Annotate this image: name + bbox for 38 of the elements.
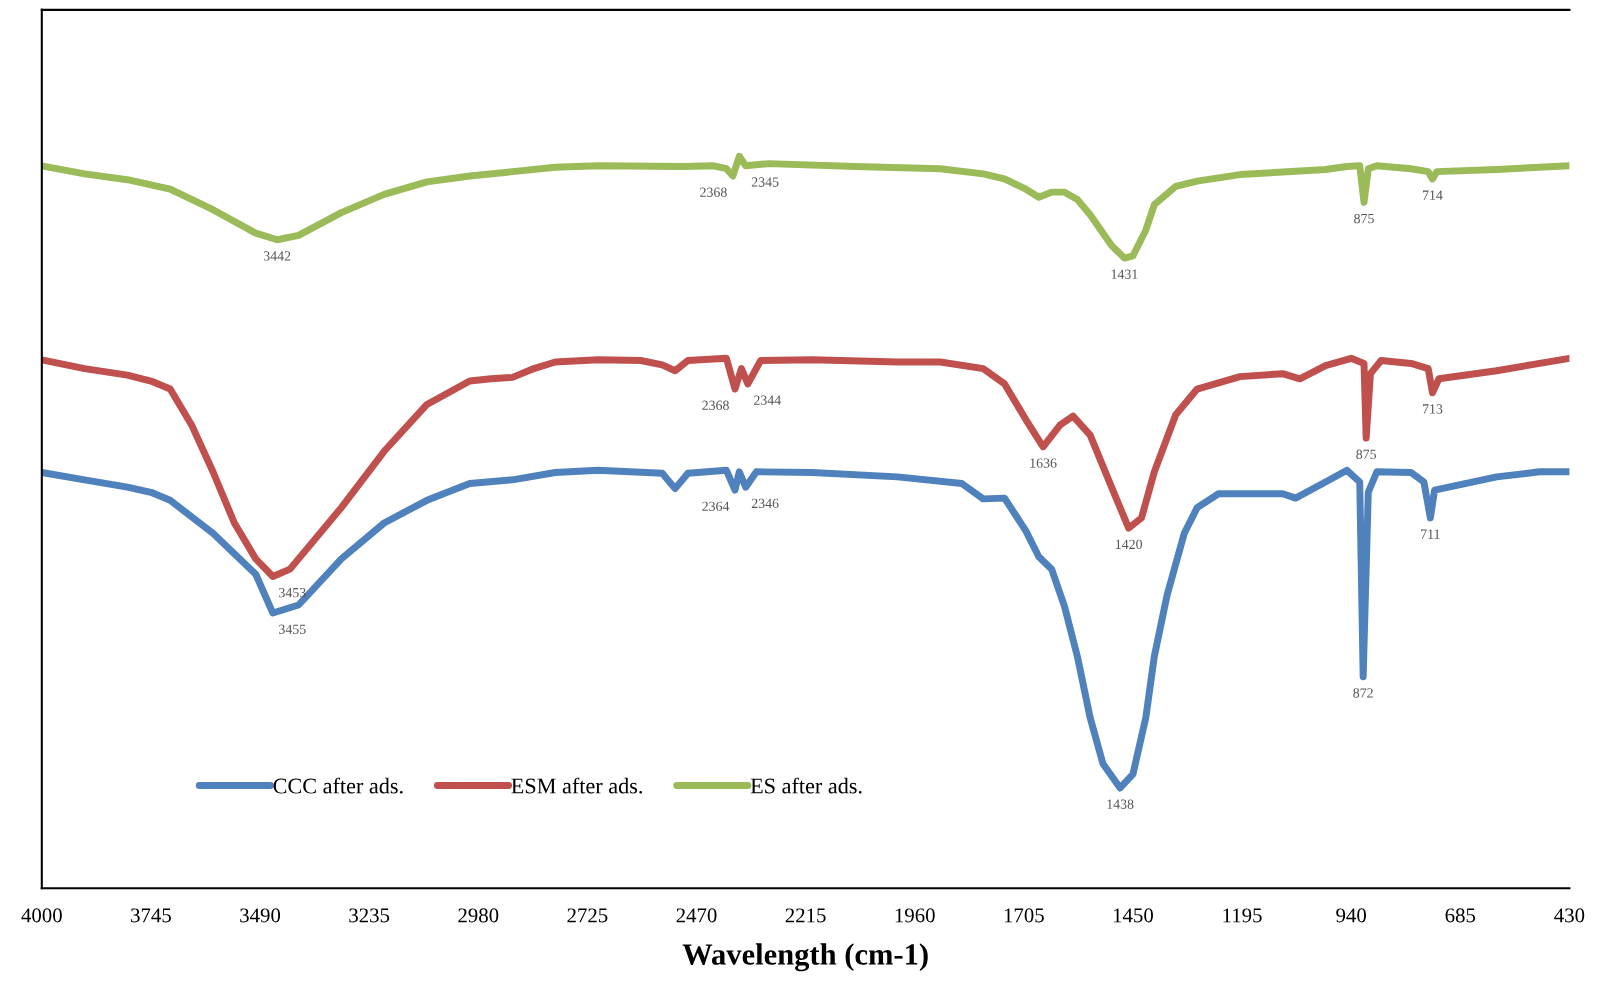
x-tick-label: 2980 [458,908,499,923]
annotation: 1636 [1030,458,1057,468]
annotation: 1431 [1111,269,1138,279]
x-tick-label: 2725 [567,908,608,923]
x-tick-label: 685 [1445,908,1476,923]
annotation: 3453 [279,588,306,598]
x-tick-label: 430 [1554,908,1585,923]
annotation: 2345 [751,177,779,187]
legend-label: ES after ads. [750,777,862,794]
annotation: 875 [1356,449,1377,459]
x-tick-label: 1450 [1113,908,1153,923]
x-tick-label: 3235 [349,908,390,923]
annotation: 711 [1421,529,1440,539]
annotation: 3455 [279,624,306,634]
x-tick-label: 4000 [21,908,62,923]
annotation: 2368 [702,400,729,410]
annotation: 2344 [754,395,781,405]
annotation: 2368 [700,187,727,197]
annotation: 2364 [702,501,730,511]
x-tick-label: 2470 [676,908,717,923]
annotation: 872 [1353,688,1373,698]
annotation: 1438 [1107,799,1134,809]
x-tick-label: 940 [1336,908,1367,923]
x-tick-label: 1195 [1223,908,1262,923]
annotation: 875 [1354,213,1374,224]
annotation: 714 [1422,190,1443,200]
x-tick-label: 2215 [785,908,826,923]
annotation: 3442 [263,251,291,261]
x-axis-title: Wavelength (cm-1) [682,943,928,972]
annotation: 2346 [751,498,779,509]
x-tick-label: 3745 [131,908,171,923]
x-tick-label: 1960 [895,908,935,923]
legend-label: ESM after ads. [511,777,642,794]
annotation: 1420 [1116,539,1143,550]
legend-label: CCC after ads. [273,777,403,794]
x-tick-label: 1705 [1004,908,1044,923]
annotation: 713 [1422,404,1443,414]
x-tick-label: 3490 [240,908,281,923]
